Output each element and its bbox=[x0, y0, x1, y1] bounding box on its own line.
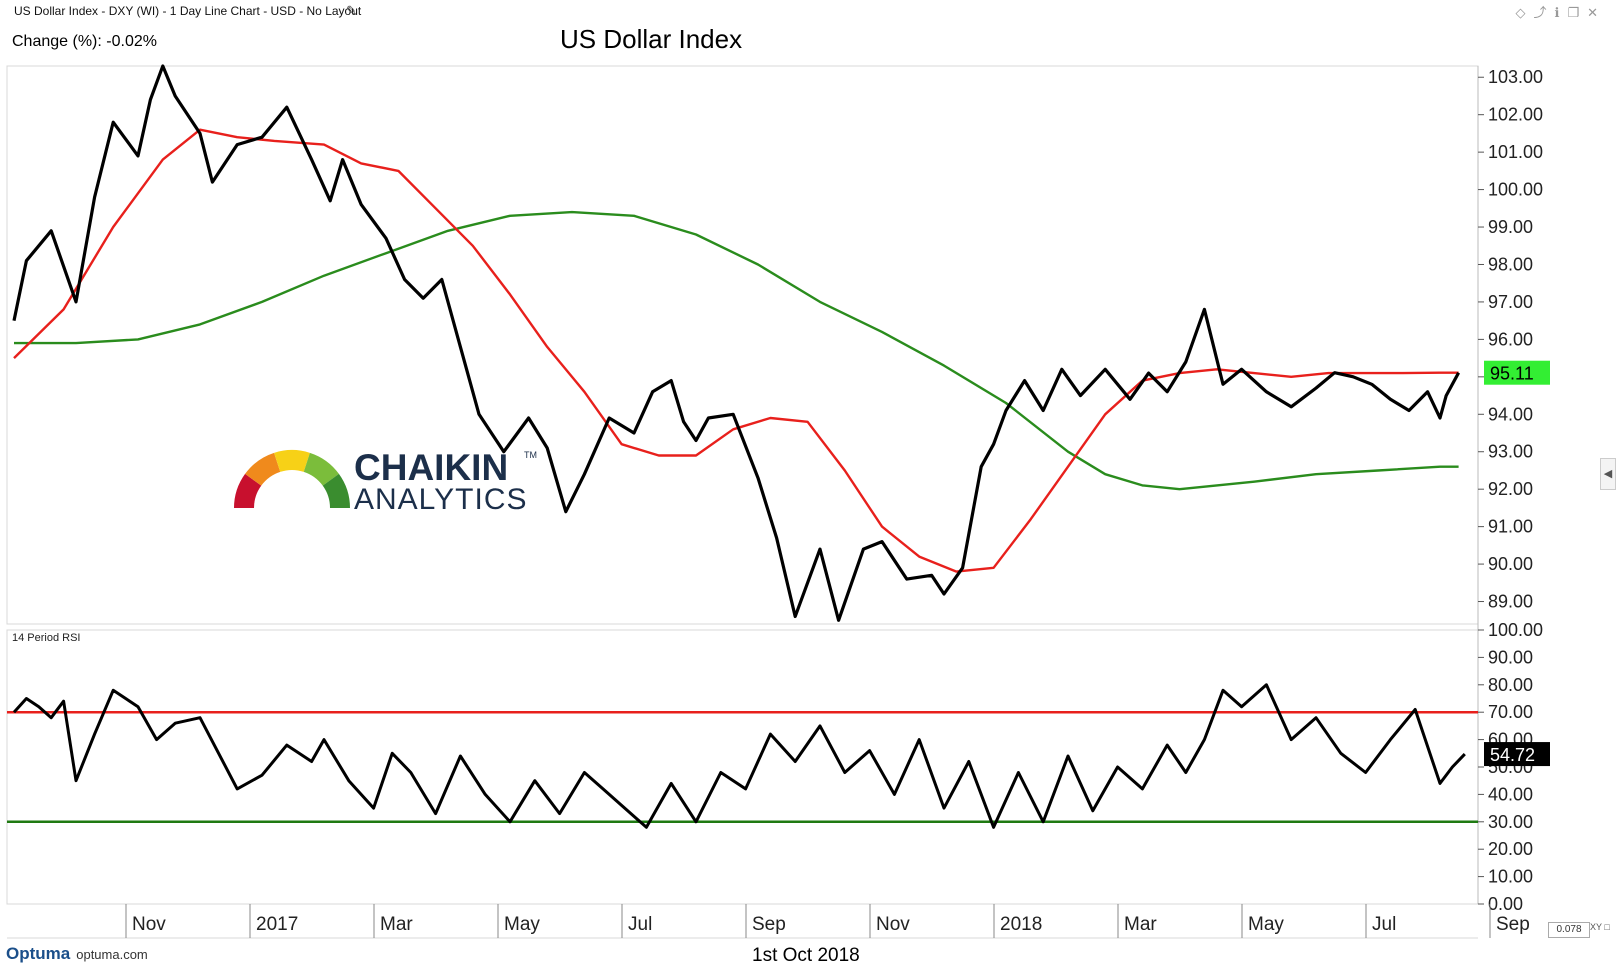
last-price-label: 95.11 bbox=[1490, 364, 1534, 384]
price-tick-label: 96.00 bbox=[1488, 329, 1533, 349]
rsi-tick-label: 0.00 bbox=[1488, 894, 1523, 914]
rsi-line bbox=[12, 683, 1466, 829]
pencil-icon[interactable]: ✎ bbox=[346, 3, 357, 18]
window-title-bar: US Dollar Index - DXY (WI) - 1 Day Line … bbox=[0, 0, 1620, 26]
date-tick-label: 2017 bbox=[256, 914, 298, 935]
xy-toggle[interactable]: XY □ bbox=[1590, 922, 1610, 932]
date-axis: Nov 2017 Mar May Jul Sep Nov 2018 Mar May Jul Sep bbox=[125, 904, 1530, 938]
price-tick-label: 92.00 bbox=[1488, 479, 1533, 499]
rsi-pane bbox=[6, 629, 1479, 905]
last-value-labels: 95.11 54.72 bbox=[1484, 360, 1550, 767]
xy-label: XY bbox=[1590, 922, 1602, 932]
info-icon[interactable]: ℹ bbox=[1554, 5, 1568, 20]
rsi-tick-label: 70.00 bbox=[1488, 702, 1533, 722]
rsi-pane-title: 14 Period RSI bbox=[12, 632, 80, 644]
rsi-tick-label: 40.00 bbox=[1488, 784, 1533, 804]
long-moving-average-line bbox=[14, 210, 1459, 491]
close-icon[interactable]: ✕ bbox=[1587, 5, 1606, 20]
date-tick-label: Sep bbox=[752, 914, 786, 935]
price-pane bbox=[6, 65, 1479, 625]
date-tick-label: 2018 bbox=[1000, 914, 1042, 935]
optuma-logo: Optuma bbox=[6, 944, 71, 963]
date-tick-label: Sep bbox=[1496, 914, 1530, 935]
date-tick-label: Mar bbox=[380, 914, 413, 935]
price-plot bbox=[12, 64, 1461, 622]
price-tick-label: 98.00 bbox=[1488, 254, 1533, 274]
price-line bbox=[12, 64, 1461, 622]
chart-frame: 14 Period RSI bbox=[6, 65, 1479, 939]
rsi-tick-label: 100.00 bbox=[1488, 620, 1543, 640]
rsi-plot bbox=[7, 683, 1478, 829]
price-tick-label: 91.00 bbox=[1488, 517, 1533, 537]
last-rsi-label: 54.72 bbox=[1490, 745, 1535, 765]
gauge-segment bbox=[274, 450, 310, 472]
price-tick-label: 99.00 bbox=[1488, 217, 1533, 237]
rsi-tick-label: 30.00 bbox=[1488, 812, 1533, 832]
price-axis: 103.00 102.00 101.00 100.00 99.00 98.00 97.00 9… bbox=[1478, 67, 1543, 612]
date-tick-label: Jul bbox=[1372, 914, 1396, 935]
chart-title: US Dollar Index bbox=[560, 24, 743, 54]
pin-icon[interactable]: ⤴ bbox=[1533, 5, 1555, 20]
date-tick-label: Nov bbox=[876, 914, 910, 935]
short-moving-average-line bbox=[13, 128, 1459, 573]
collapse-panel-button[interactable]: ◀ bbox=[1600, 458, 1616, 490]
rsi-axis: 100.0090.0080.0070.0060.0050.0040.0030.0… bbox=[1478, 620, 1543, 914]
last-rsi-badge bbox=[1484, 742, 1550, 767]
date-tick-label: May bbox=[1248, 914, 1284, 935]
date-tick-label: Nov bbox=[132, 914, 166, 935]
rsi-tick-label: 80.00 bbox=[1488, 675, 1533, 695]
rsi-tick-label: 10.00 bbox=[1488, 867, 1533, 887]
window-title: US Dollar Index - DXY (WI) - 1 Day Line … bbox=[14, 4, 362, 18]
price-tick-label: 89.00 bbox=[1488, 592, 1533, 612]
window-controls: ◇⤴ℹ❐✕ bbox=[1515, 2, 1606, 21]
rsi-tick-label: 20.00 bbox=[1488, 839, 1533, 859]
watermark-tm: TM bbox=[524, 450, 537, 460]
watermark-brand-bottom: ANALYTICS bbox=[354, 483, 528, 516]
date-tick-label: Mar bbox=[1124, 914, 1157, 935]
date-tick-label: May bbox=[504, 914, 540, 935]
price-tick-label: 93.00 bbox=[1488, 442, 1533, 462]
last-price-badge bbox=[1484, 360, 1550, 385]
watermark-brand-top: CHAIKIN bbox=[354, 447, 508, 488]
diamond-icon[interactable]: ◇ bbox=[1515, 5, 1534, 20]
optuma-url: optuma.com bbox=[76, 947, 148, 962]
price-tick-label: 100.00 bbox=[1488, 180, 1543, 200]
price-tick-label: 102.00 bbox=[1488, 105, 1543, 125]
price-tick-label: 97.00 bbox=[1488, 292, 1533, 312]
gauge-segment bbox=[234, 473, 262, 508]
rsi-tick-label: 90.00 bbox=[1488, 647, 1533, 667]
gauge-segment bbox=[303, 452, 339, 486]
restore-icon[interactable]: ❐ bbox=[1567, 5, 1588, 20]
zoom-field[interactable]: 0.078 bbox=[1548, 922, 1590, 938]
price-tick-label: 94.00 bbox=[1488, 404, 1533, 424]
price-tick-label: 101.00 bbox=[1488, 142, 1543, 162]
optuma-branding: Optuma optuma.com bbox=[6, 944, 148, 964]
gauge-segment bbox=[322, 473, 350, 508]
price-tick-label: 103.00 bbox=[1488, 67, 1543, 87]
date-tick-label: Jul bbox=[628, 914, 652, 935]
gauge-segment bbox=[245, 452, 281, 486]
price-tick-label: 90.00 bbox=[1488, 554, 1533, 574]
footer-date: 1st Oct 2018 bbox=[752, 945, 860, 966]
change-percent: Change (%): -0.02% bbox=[12, 33, 157, 50]
